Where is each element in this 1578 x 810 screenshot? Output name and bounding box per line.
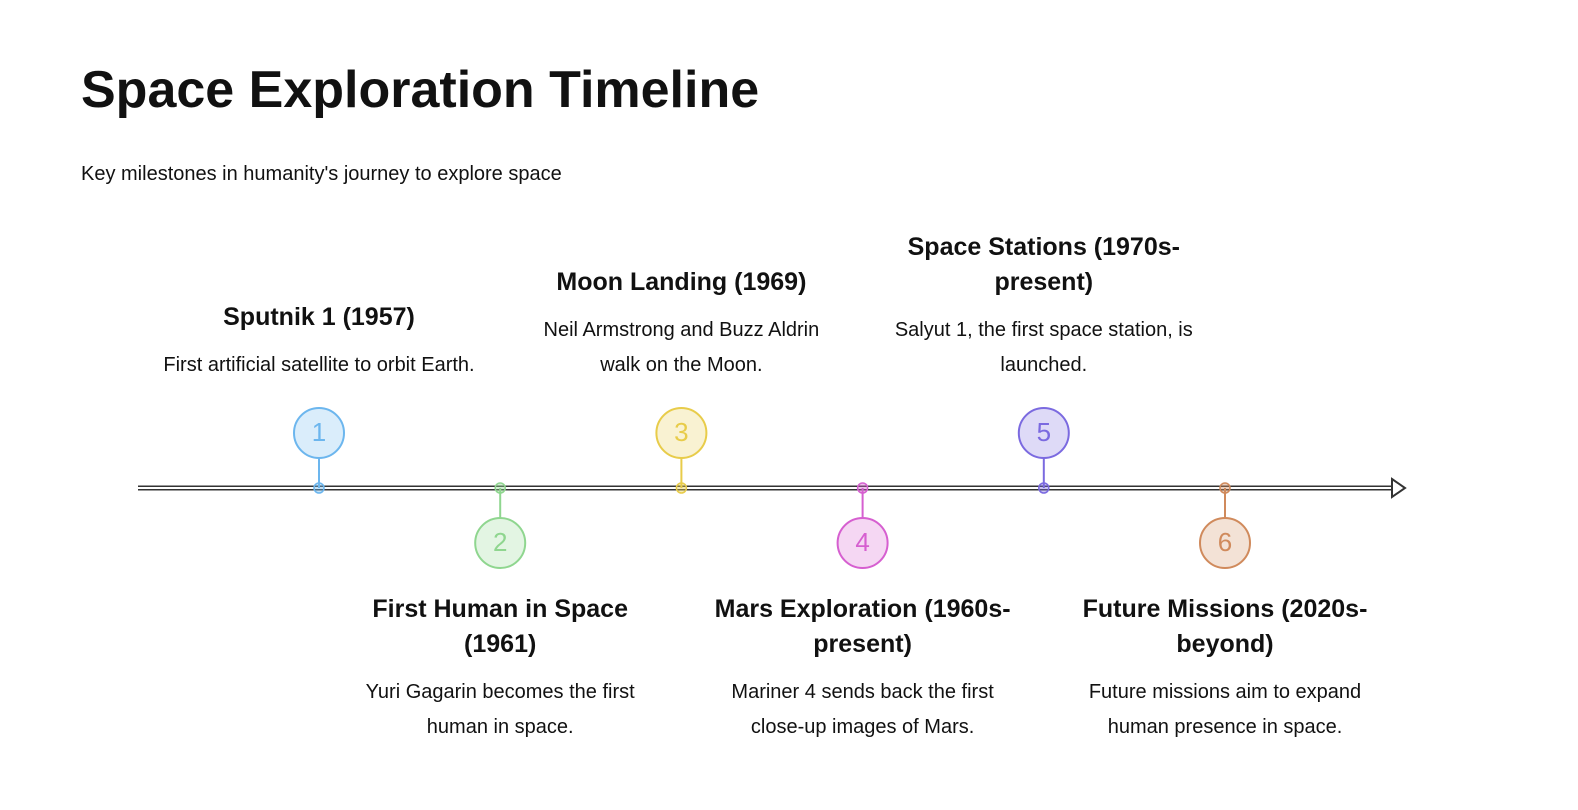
marker-number: 6 bbox=[1218, 527, 1232, 557]
event-title: First Human in Space (1961) bbox=[372, 595, 628, 658]
marker-number: 4 bbox=[855, 527, 869, 557]
marker-number: 5 bbox=[1037, 417, 1051, 447]
axis-dot bbox=[313, 482, 325, 494]
title: Space Exploration Timeline bbox=[81, 61, 760, 119]
event-title: Moon Landing (1969) bbox=[556, 268, 807, 296]
event-description: Mariner 4 sends back the first close-up … bbox=[731, 681, 994, 738]
marker-circle bbox=[1017, 407, 1070, 459]
marker-circle bbox=[474, 517, 527, 569]
event: First Human in Space (1961) Yuri Gagarin … bbox=[335, 592, 665, 745]
axis-dot bbox=[1038, 482, 1050, 494]
event: Moon Landing (1969) Neil Armstrong and Bu… bbox=[516, 265, 846, 383]
marker-circle bbox=[1199, 517, 1251, 569]
axis-arrow bbox=[1391, 477, 1407, 499]
axis-dot bbox=[675, 482, 688, 494]
marker-circle bbox=[655, 407, 708, 459]
axis-dot bbox=[1219, 482, 1231, 494]
event-description: Yuri Gagarin becomes the first human in … bbox=[365, 681, 635, 738]
event-description: First artificial satellite to orbit Eart… bbox=[163, 354, 475, 376]
event-description: Salyut 1, the first space station, is la… bbox=[894, 319, 1193, 376]
event-description: Future missions aim to expand human pres… bbox=[1088, 681, 1362, 738]
event-title: Future Missions (2020s-beyond) bbox=[1082, 595, 1368, 658]
axis-dot bbox=[494, 482, 506, 494]
event-title: Mars Exploration (1960s-present) bbox=[714, 595, 1011, 658]
event-title: Sputnik 1 (1957) bbox=[223, 303, 415, 331]
marker-number: 3 bbox=[674, 417, 688, 447]
event-description: Neil Armstrong and Buzz Aldrin walk on t… bbox=[543, 319, 820, 376]
marker-number: 1 bbox=[312, 417, 326, 447]
axis-dot bbox=[856, 482, 869, 494]
event: Future Missions (2020s-beyond) Future mis… bbox=[1060, 592, 1390, 745]
marker-circle bbox=[293, 407, 345, 459]
event: Mars Exploration (1960s-present) Mariner … bbox=[698, 592, 1028, 745]
event: Sputnik 1 (1957) First artificial satelli… bbox=[154, 300, 484, 383]
marker-circle bbox=[836, 517, 889, 569]
event: Space Stations (1970s-present) Salyut 1, … bbox=[879, 230, 1209, 383]
subtitle: Key milestones in humanity's journey to … bbox=[81, 163, 562, 185]
marker-number: 2 bbox=[493, 527, 507, 557]
event-title: Space Stations (1970s-present) bbox=[907, 233, 1180, 296]
